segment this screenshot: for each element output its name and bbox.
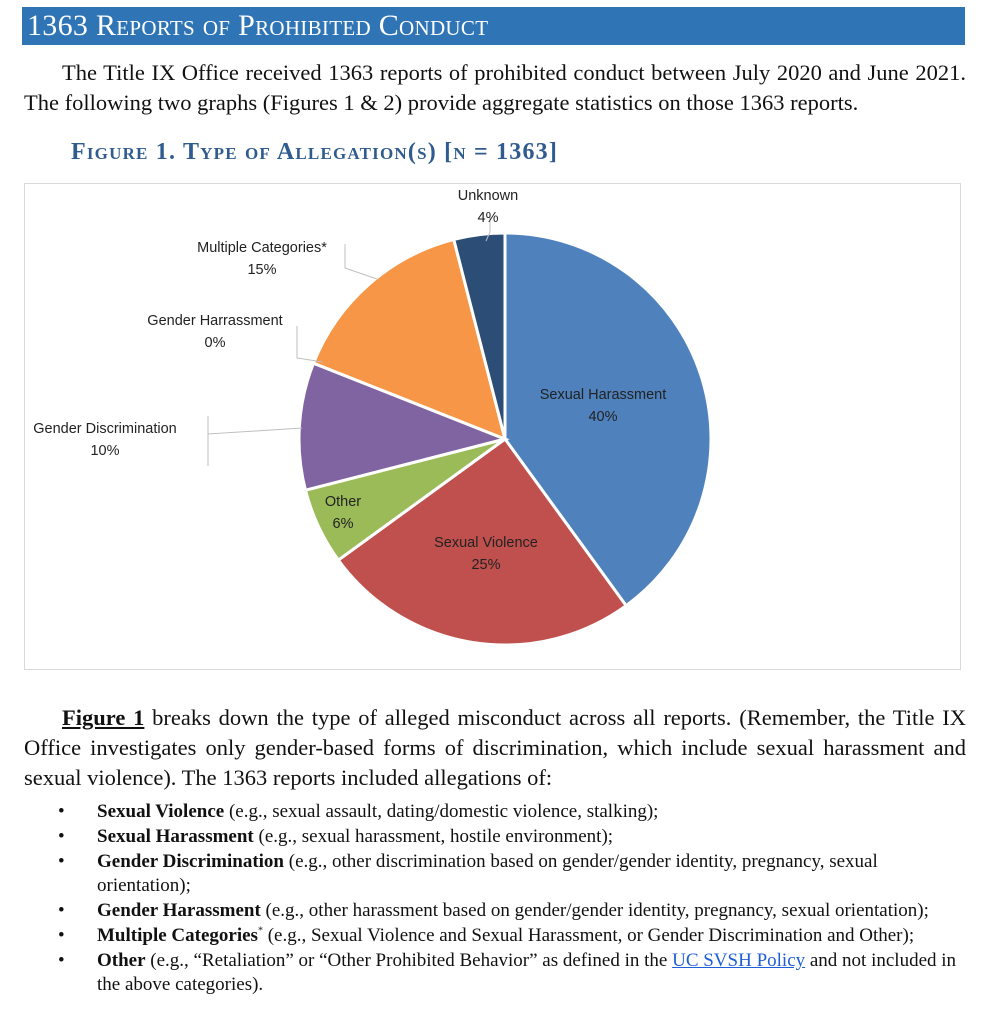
list-item: • Other (e.g., “Retaliation” or “Other Pr… bbox=[24, 949, 966, 997]
list-term: Other bbox=[97, 950, 146, 971]
list-desc: (e.g., “Retaliation” or “Other Prohibite… bbox=[145, 950, 673, 971]
list-item: • Sexual Harassment (e.g., sexual harassm… bbox=[24, 825, 966, 849]
slice-multiple-categories bbox=[311, 237, 508, 442]
leader-line-unknown bbox=[485, 214, 491, 242]
figure-description: Figure 1 breaks down the type of alleged… bbox=[24, 703, 966, 793]
list-desc: (e.g., other discrimination based on gen… bbox=[97, 851, 878, 896]
list-desc: (e.g., Sexual Violence and Sexual Harass… bbox=[262, 925, 915, 946]
allegation-list: • Sexual Violence (e.g., sexual assault, … bbox=[24, 800, 966, 998]
pie-chart-svg: Sexual Harassment 40% Sexual Violence 25% Ot… bbox=[33, 188, 713, 647]
bullet: • bbox=[58, 801, 65, 822]
intro-paragraph: The Title IX Office received 1363 report… bbox=[24, 60, 966, 115]
list-item: • Gender Harassment (e.g., other harassme… bbox=[24, 899, 966, 923]
label-other: Other bbox=[325, 494, 361, 510]
list-item: • Gender Discrimination (e.g., other disc… bbox=[24, 850, 966, 898]
leader-line-gender-discrimination bbox=[207, 416, 303, 466]
bullet: • bbox=[58, 950, 65, 971]
footnote-marker: * bbox=[257, 925, 263, 937]
value-label-multiple-categories: 15% bbox=[247, 262, 276, 278]
value-label-unknown: 4% bbox=[478, 210, 499, 226]
bullet: • bbox=[58, 851, 65, 872]
list-item: • Sexual Violence (e.g., sexual assault, … bbox=[24, 800, 966, 824]
slice-sexual-harassment bbox=[503, 231, 713, 608]
bullet: • bbox=[58, 925, 65, 946]
pie-chart: Sexual Harassment 40% Sexual Violence 25% Ot… bbox=[24, 183, 961, 670]
list-desc: (e.g., other harassment based on gender/… bbox=[260, 900, 929, 921]
list-term: Multiple Categories bbox=[97, 925, 258, 946]
figure-title: Figure 1. Type of Allegation(s) [n = 136… bbox=[71, 139, 559, 165]
list-term: Gender Discrimination bbox=[97, 851, 285, 872]
value-label-gender-discrimination: 10% bbox=[90, 443, 119, 459]
leader-line-gender-harrassment bbox=[296, 326, 324, 363]
figure-description-text: breaks down the type of alleged miscondu… bbox=[24, 705, 967, 790]
slice-sexual-violence bbox=[336, 436, 629, 647]
list-term: Sexual Harassment bbox=[97, 826, 254, 847]
value-label-other: 6% bbox=[333, 516, 354, 532]
label-gender-discrimination: Gender Discrimination bbox=[33, 421, 176, 437]
label-unknown: Unknown bbox=[458, 188, 518, 204]
value-label-sexual-harassment: 40% bbox=[588, 409, 617, 425]
uc-svsh-policy-link[interactable]: UC SVSH Policy bbox=[672, 950, 806, 971]
list-desc: (e.g., sexual assault, dating/domestic v… bbox=[224, 801, 659, 822]
list-term: Sexual Violence bbox=[97, 801, 225, 822]
slice-gender-discrimination bbox=[297, 361, 510, 493]
figure-1-reference: Figure 1 bbox=[62, 705, 145, 730]
list-desc: and not included in the above categories… bbox=[97, 950, 957, 995]
list-term: Gender Harassment bbox=[97, 900, 261, 921]
bullet: • bbox=[58, 900, 65, 921]
label-sexual-harassment: Sexual Harassment bbox=[540, 387, 667, 403]
label-multiple-categories: Multiple Categories* bbox=[197, 240, 327, 256]
label-sexual-violence: Sexual Violence bbox=[434, 535, 538, 551]
value-label-gender-harrassment: 0% bbox=[205, 335, 226, 351]
section-title: 1363 Reports of Prohibited Conduct bbox=[22, 7, 965, 45]
slice-unknown bbox=[451, 231, 507, 440]
value-label-sexual-violence: 25% bbox=[471, 557, 500, 573]
leader-line-multiple-categories bbox=[344, 244, 378, 280]
list-desc: (e.g., sexual harassment, hostile enviro… bbox=[253, 826, 614, 847]
bullet: • bbox=[58, 826, 65, 847]
label-gender-harrassment: Gender Harrassment bbox=[147, 313, 282, 329]
list-item: • Multiple Categories* (e.g., Sexual Viol… bbox=[24, 924, 966, 948]
